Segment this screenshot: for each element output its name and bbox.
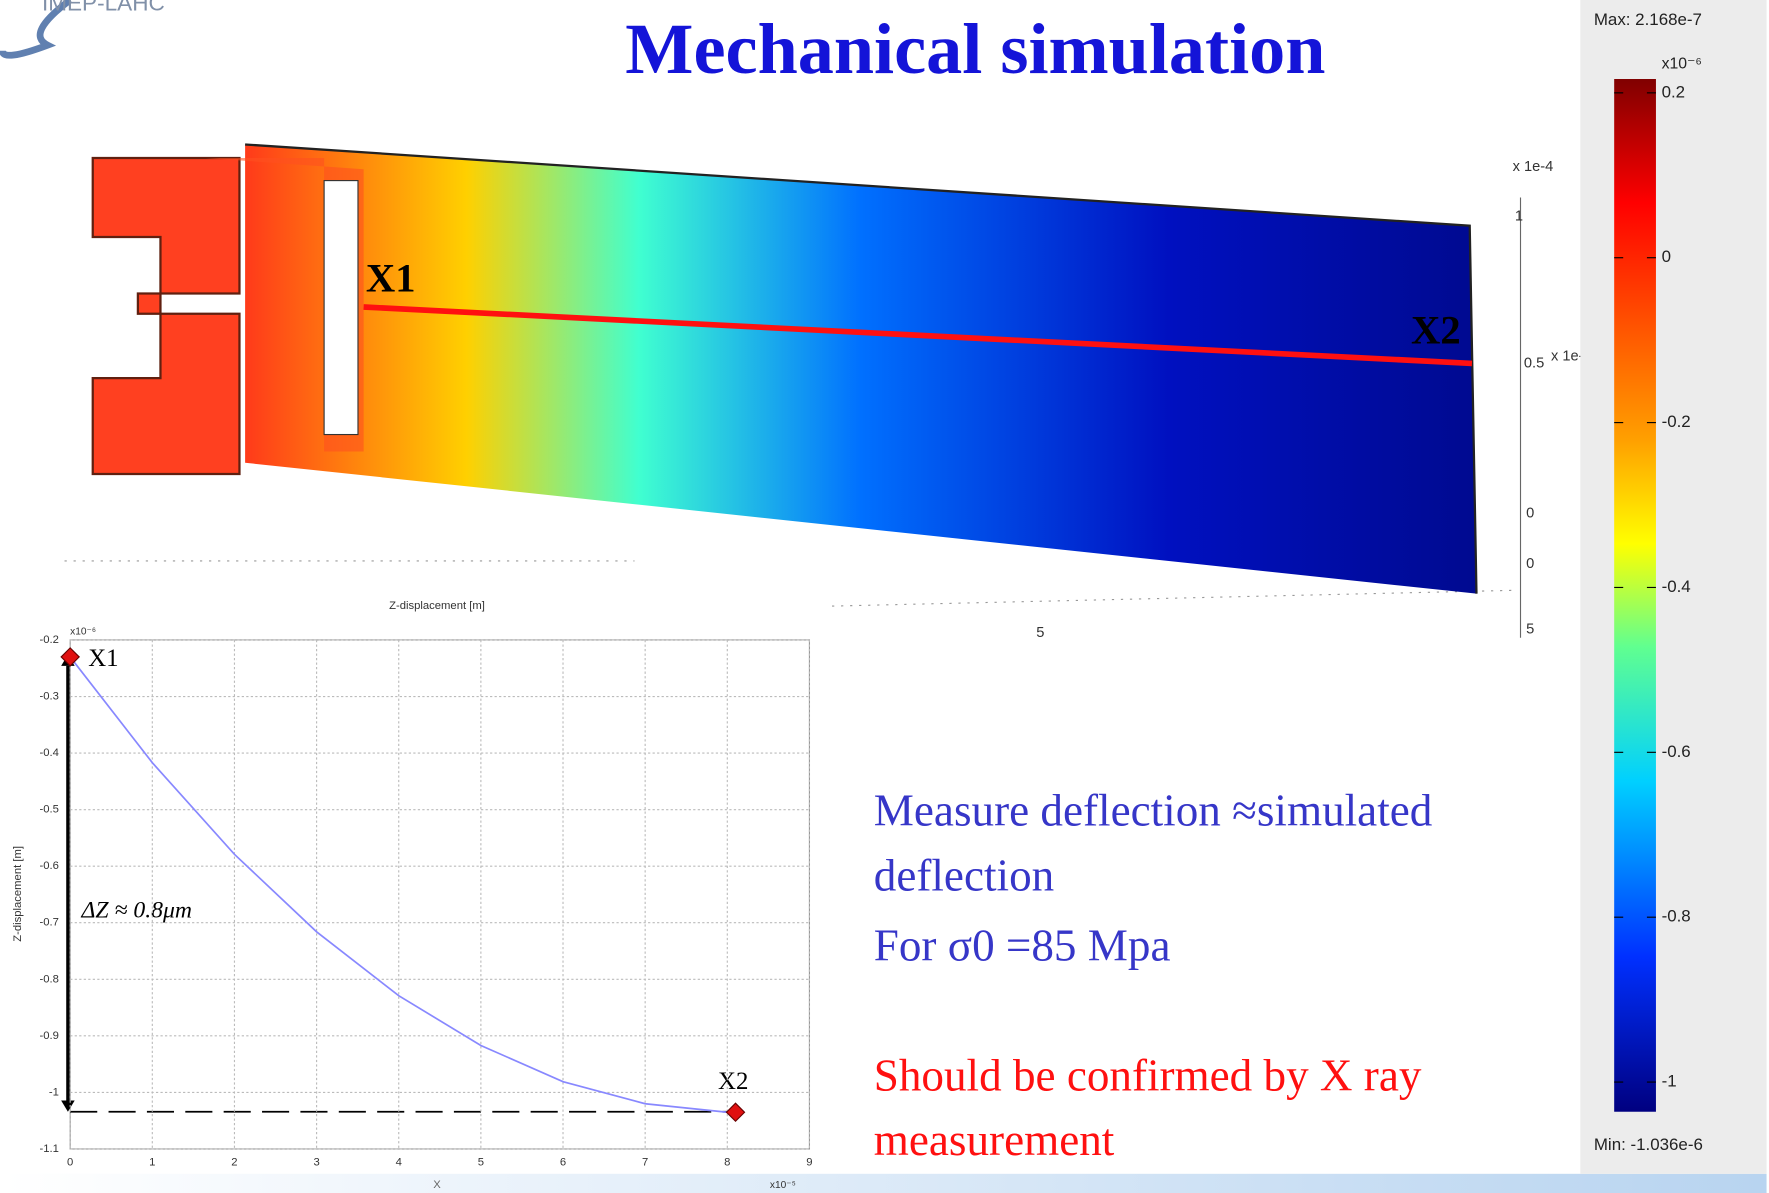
annotation: X1 xyxy=(88,645,118,672)
x-tick-label: 8 xyxy=(724,1157,730,1169)
colorbar-max: Max: 2.168e-7 xyxy=(1594,10,1702,29)
colorbar xyxy=(1614,79,1656,1112)
point-label: X1 xyxy=(366,255,416,300)
page: IMEP-LAHC Mechanical simulation X1 X2 x … xyxy=(0,0,1769,1193)
chart-title: Z-displacement [m] xyxy=(389,600,485,612)
colorbar-tick-label: -0.4 xyxy=(1662,577,1691,596)
axis-label: x 1e-4 xyxy=(1513,159,1554,175)
axis-label: 5 xyxy=(1526,622,1534,638)
x-tick-label: 9 xyxy=(806,1157,812,1169)
colorbar-tick-label: -0.6 xyxy=(1662,742,1691,761)
axis-label: 0 xyxy=(1526,556,1534,572)
x-axis-label: X xyxy=(433,1179,441,1191)
point-label: X2 xyxy=(1411,307,1461,352)
colorbar-tick-label: -0.2 xyxy=(1662,412,1691,431)
y-tick-label: -0.3 xyxy=(39,690,58,702)
axis-label: 0 xyxy=(1526,505,1534,521)
note: For σ0 =85 Mpa xyxy=(874,921,1171,971)
y-tick-label: -0.9 xyxy=(39,1030,58,1042)
annotation: X2 xyxy=(718,1068,748,1095)
logo: IMEP-LAHC xyxy=(42,0,165,15)
slide-title: Mechanical simulation xyxy=(625,9,1325,89)
note: Measure deflection ≈simulated xyxy=(874,785,1433,835)
x-tick-label: 0 xyxy=(67,1157,73,1169)
colorbar-multiplier: x10⁻⁶ xyxy=(1662,56,1702,73)
y-tick-label: -0.7 xyxy=(39,917,58,929)
simulation-render xyxy=(65,144,1521,637)
x-multiplier: x10⁻⁵ xyxy=(770,1180,796,1191)
note: deflection xyxy=(874,851,1054,901)
x-tick-label: 6 xyxy=(560,1157,566,1169)
axis-label: 5 xyxy=(1036,625,1044,641)
x-tick-label: 7 xyxy=(642,1157,648,1169)
annotation: ΔZ ≈ 0.8μm xyxy=(80,897,192,923)
y-tick-label: -0.8 xyxy=(39,973,58,985)
y-tick-label: -1 xyxy=(49,1086,59,1098)
plot-area xyxy=(70,640,809,1149)
y-tick-label: -0.2 xyxy=(39,634,58,646)
y-tick-label: -0.6 xyxy=(39,860,58,872)
colorbar-tick-label: 0 xyxy=(1662,247,1671,266)
footer-band xyxy=(2,1174,1766,1193)
y-multiplier: x10⁻⁶ xyxy=(70,627,96,638)
y-axis-label: Z-displacement [m] xyxy=(12,846,24,942)
warning: Should be confirmed by X ray xyxy=(874,1050,1422,1100)
axis-label: 0.5 xyxy=(1524,355,1544,371)
colorbar-tick-label: -0.8 xyxy=(1662,907,1691,926)
colorbar-tick-label: -1 xyxy=(1662,1072,1677,1091)
y-tick-label: -1.1 xyxy=(39,1143,58,1155)
slide: IMEP-LAHC Mechanical simulation X1 X2 x … xyxy=(0,0,1769,1193)
x-tick-label: 3 xyxy=(313,1157,319,1169)
colorbar-min: Min: -1.036e-6 xyxy=(1594,1135,1703,1154)
axis-label: 1 xyxy=(1515,209,1523,225)
y-tick-label: -0.5 xyxy=(39,804,58,816)
x-tick-label: 4 xyxy=(396,1157,402,1169)
x-tick-label: 2 xyxy=(231,1157,237,1169)
x-tick-label: 5 xyxy=(478,1157,484,1169)
x-tick-label: 1 xyxy=(149,1157,155,1169)
y-tick-label: -0.4 xyxy=(39,747,58,759)
colorbar-tick-label: 0.2 xyxy=(1662,82,1686,101)
warning: measurement xyxy=(874,1115,1115,1165)
